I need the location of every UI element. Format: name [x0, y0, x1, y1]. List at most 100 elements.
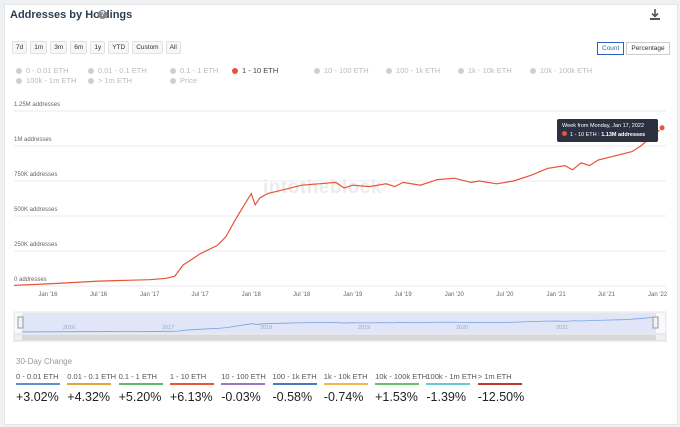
- change-item: 1 - 10 ETH +6.13%: [169, 372, 262, 404]
- range-button-ytd[interactable]: YTD: [108, 41, 130, 54]
- change-label: 1k - 10k ETH: [323, 372, 368, 381]
- help-icon[interactable]: ?: [98, 10, 107, 19]
- x-tick-label: Jan '20: [444, 292, 464, 298]
- range-button-1y[interactable]: 1y: [90, 41, 106, 54]
- change-label: 1 - 10 ETH: [169, 372, 207, 381]
- change-color-line: [272, 383, 317, 385]
- legend-item[interactable]: 0.1 - 1 ETH: [170, 66, 218, 75]
- thirty-day-change-title: 30-Day Change: [16, 357, 73, 366]
- legend-dot: [232, 68, 238, 74]
- change-item: 10k - 100k ETH +1.53%: [375, 372, 467, 404]
- legend-item[interactable]: 100 - 1k ETH: [386, 66, 440, 75]
- change-color-line: [67, 383, 112, 385]
- change-label: 100 - 1k ETH: [272, 372, 317, 381]
- legend-label: 1 - 10 ETH: [242, 66, 279, 75]
- legend-label: 0.01 - 0.1 ETH: [98, 66, 147, 75]
- range-button-1m[interactable]: 1m: [30, 41, 48, 54]
- tooltip-value-row: 1 - 10 ETH : 1.13M addresses: [562, 131, 645, 138]
- change-value: +5.20%: [118, 390, 162, 404]
- navigator-year-label: 2016: [63, 325, 76, 331]
- legend-item[interactable]: 10 - 100 ETH: [314, 66, 369, 75]
- change-label: 0.01 - 0.1 ETH: [67, 372, 117, 381]
- navigator-series: [21, 317, 653, 333]
- legend-item[interactable]: 100k - 1m ETH: [16, 76, 76, 85]
- mode-toggle: Count Percentage: [597, 42, 670, 55]
- x-tick-label: Jul '20: [496, 292, 514, 298]
- legend-dot: [314, 68, 320, 74]
- x-tick-label: Jan '19: [343, 292, 363, 298]
- change-value: -0.58%: [272, 390, 313, 404]
- range-button-3m[interactable]: 3m: [50, 41, 68, 54]
- legend-item[interactable]: Price: [170, 76, 197, 85]
- change-label: 0.1 - 1 ETH: [118, 372, 157, 381]
- tooltip-dot: [562, 131, 567, 136]
- x-tick-label: Jul '18: [293, 292, 311, 298]
- chart-card: [4, 4, 678, 425]
- legend-item[interactable]: 0.01 - 0.1 ETH: [88, 66, 147, 75]
- y-tick-label: 1.25M addresses: [14, 102, 61, 108]
- legend-item[interactable]: 10k - 100k ETH: [530, 66, 592, 75]
- navigator-year-label: 2021: [556, 325, 569, 331]
- change-label: 10k - 100k ETH: [375, 372, 428, 381]
- change-item: 0.1 - 1 ETH +5.20%: [118, 372, 211, 404]
- change-item: 100 - 1k ETH -0.58%: [272, 372, 365, 404]
- legend-item[interactable]: > 1m ETH: [88, 76, 132, 85]
- chart-tooltip: Week from Monday, Jan 17, 2022 1 - 10 ET…: [557, 119, 658, 142]
- change-value: +6.13%: [169, 390, 213, 404]
- legend-dot: [530, 68, 536, 74]
- legend-dot: [458, 68, 464, 74]
- range-button-7d[interactable]: 7d: [12, 41, 28, 54]
- legend-label: Price: [180, 76, 198, 85]
- y-tick-label: 1M addresses: [14, 137, 52, 143]
- count-toggle[interactable]: Count: [597, 42, 625, 55]
- y-tick-label: 500K addresses: [14, 207, 58, 213]
- change-value: -12.50%: [477, 390, 525, 404]
- change-color-line: [221, 383, 266, 385]
- navigator-year-label: 2018: [260, 325, 273, 331]
- tooltip-date: Week from Monday, Jan 17, 2022: [562, 123, 645, 129]
- range-button-6m[interactable]: 6m: [70, 41, 88, 54]
- y-tick-label: 250K addresses: [14, 242, 58, 248]
- series-line-1-10-eth: [13, 127, 663, 286]
- change-color-line: [426, 383, 471, 385]
- legend-item[interactable]: 0 - 0.01 ETH: [16, 66, 69, 75]
- x-tick-label: Jul '16: [89, 292, 108, 298]
- change-item: 10 - 100 ETH -0.03%: [221, 372, 313, 404]
- legend-dot: [386, 68, 392, 74]
- navigator-year-label: 2019: [358, 325, 371, 331]
- legend-dot: [170, 78, 176, 84]
- legend-label: 1k - 10k ETH: [468, 66, 512, 75]
- change-label: 100k - 1m ETH: [426, 372, 477, 381]
- y-tick-label: 0 addresses: [14, 277, 47, 283]
- change-item: 0.01 - 0.1 ETH +4.32%: [67, 372, 159, 404]
- legend-item[interactable]: 1k - 10k ETH: [458, 66, 512, 75]
- range-button-custom[interactable]: Custom: [132, 41, 163, 54]
- change-value: +1.53%: [375, 390, 418, 404]
- x-tick-label: Jul '21: [597, 292, 616, 298]
- change-item: > 1m ETH -12.50%: [477, 372, 570, 404]
- percentage-toggle[interactable]: Percentage: [626, 42, 670, 55]
- change-value: -0.74%: [323, 390, 364, 404]
- watermark: intotheblock: [263, 177, 382, 198]
- navigator-year-label: 2020: [456, 325, 469, 331]
- change-color-line: [118, 383, 163, 385]
- change-value: -0.03%: [221, 390, 261, 404]
- download-icon[interactable]: [648, 8, 662, 22]
- x-tick-label: Jan '22: [648, 292, 668, 298]
- change-label: 0 - 0.01 ETH: [16, 372, 59, 381]
- range-button-all[interactable]: All: [165, 41, 181, 54]
- legend-label: 0 - 0.01 ETH: [26, 66, 69, 75]
- legend-item[interactable]: 1 - 10 ETH: [232, 66, 278, 75]
- navigator-year-label: 2017: [162, 325, 175, 331]
- change-color-line: [477, 383, 522, 385]
- x-tick-label: Jan '17: [140, 292, 160, 298]
- x-tick-label: Jul '17: [191, 292, 209, 298]
- x-tick-label: Jan '18: [241, 292, 261, 298]
- navigator-right-handle[interactable]: [652, 316, 659, 329]
- legend-label: 10k - 100k ETH: [540, 66, 593, 75]
- change-value: -1.39%: [426, 390, 466, 404]
- legend-dot: [16, 78, 22, 84]
- navigator-left-handle[interactable]: [17, 316, 24, 329]
- navigator-scroll-thumb[interactable]: [22, 335, 656, 340]
- y-tick-label: 750K addresses: [14, 172, 58, 178]
